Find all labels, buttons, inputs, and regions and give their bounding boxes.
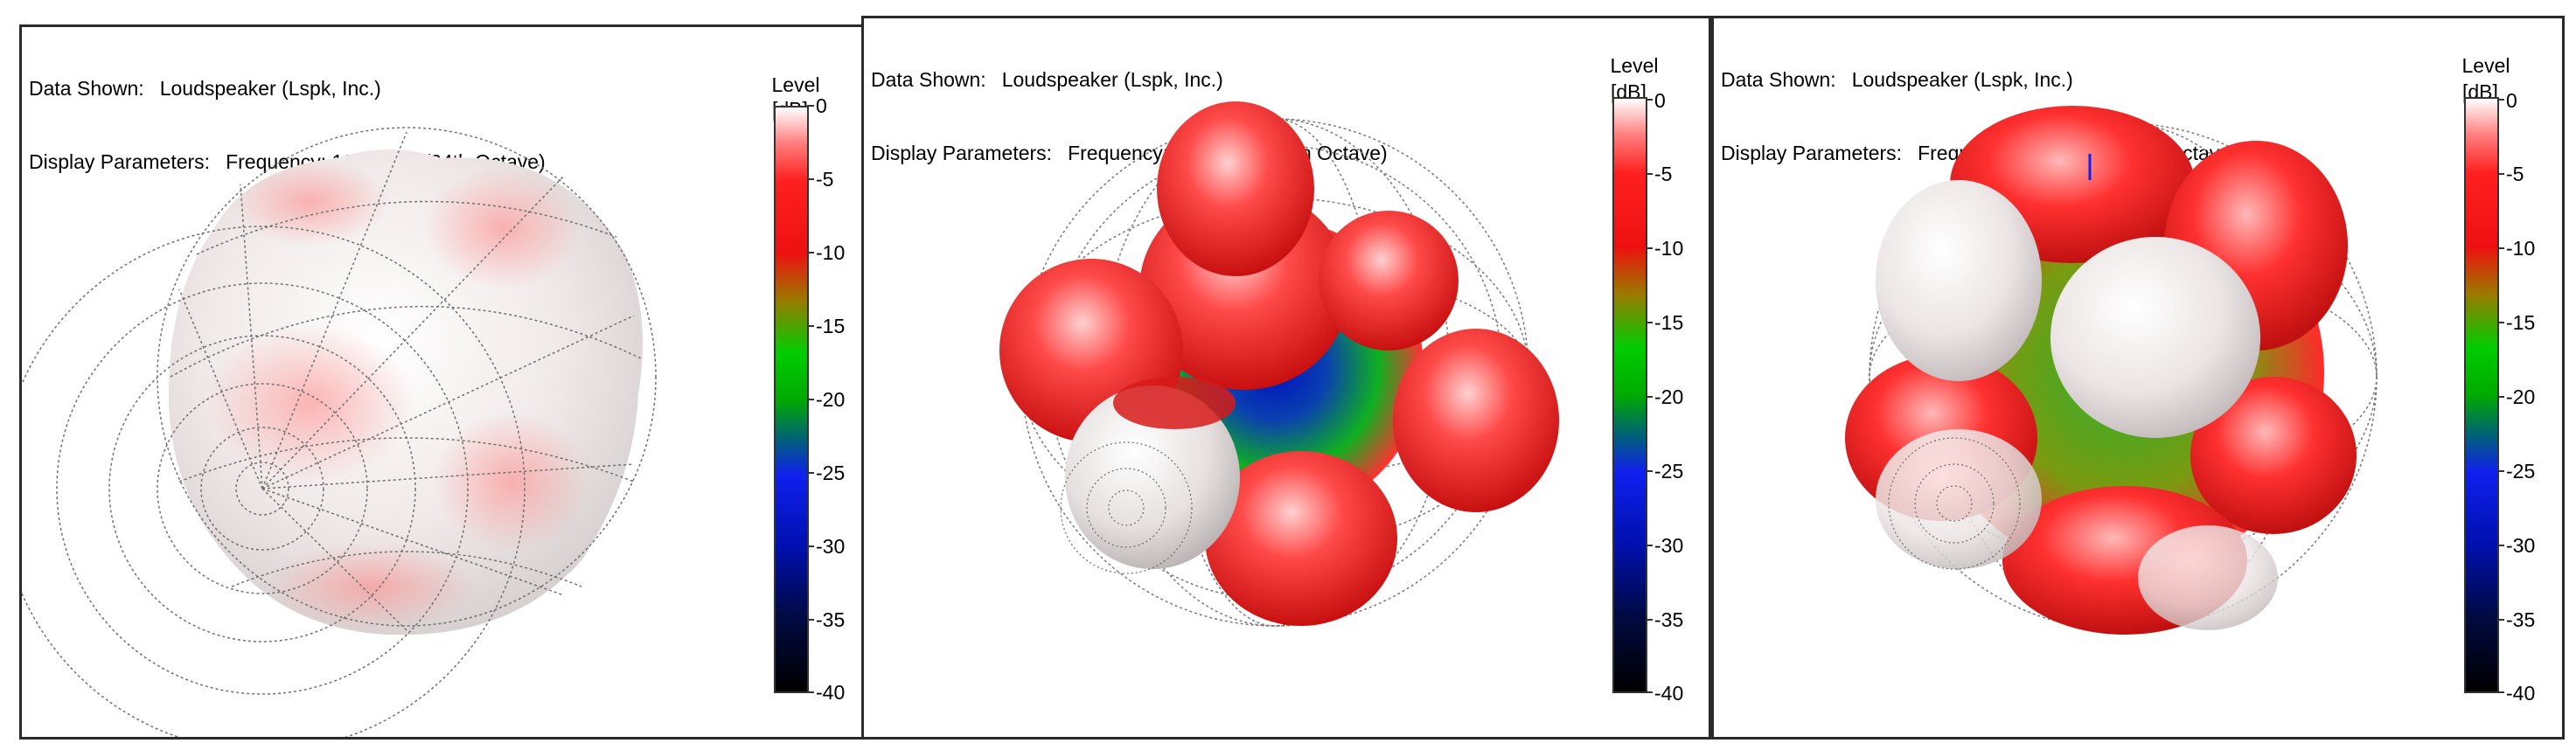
balloon-plot-panel-3[interactable]: Data Shown: Loudspeaker (Lspk, Inc.) Disp… <box>1711 16 2565 740</box>
display-params-label: Display Parameters: <box>1721 142 1903 164</box>
lobe-mesh <box>1888 437 2021 570</box>
data-shown-label: Data Shown: <box>29 77 144 100</box>
data-shown-value: Loudspeaker (Lspk, Inc.) <box>159 77 381 100</box>
scale-title: Level <box>2461 54 2510 77</box>
scale-tick: -25 <box>2506 460 2536 483</box>
scale-tick: -40 <box>2506 682 2536 705</box>
scale-tick: -15 <box>816 315 846 337</box>
scale-tick: 0 <box>816 94 827 117</box>
data-shown-label: Data Shown: <box>1721 68 1836 91</box>
scale-tick: -15 <box>1654 311 1684 334</box>
balloon-3d-view[interactable] <box>1714 18 2565 740</box>
wireframe-grid <box>22 127 657 737</box>
surface-tint-patches <box>205 158 590 630</box>
display-params-label: Display Parameters: <box>871 142 1053 164</box>
data-shown-value: Loudspeaker (Lspk, Inc.) <box>1001 68 1223 91</box>
data-shown-label: Data Shown: <box>871 68 986 91</box>
balloon-lobes <box>1845 106 2357 635</box>
scale-tick: -30 <box>2506 534 2536 557</box>
scale-tick: -40 <box>1654 682 1684 705</box>
balloon-plot-panel-1[interactable]: Data Shown: Loudspeaker (Lspk, Inc.) Disp… <box>19 24 866 740</box>
scale-title: Level <box>771 73 820 96</box>
scale-tick: -30 <box>1654 534 1684 557</box>
scale-tick: -20 <box>2506 385 2536 408</box>
scale-tick: -15 <box>2506 311 2536 334</box>
scale-tick: -5 <box>816 168 834 191</box>
scale-tick: -25 <box>816 462 846 484</box>
balloon-plot-panel-2[interactable]: Data Shown: Loudspeaker (Lspk, Inc.) Disp… <box>861 16 1711 740</box>
scale-tick: 0 <box>2506 89 2517 112</box>
display-params-label: Display Parameters: <box>29 150 211 173</box>
data-shown-value: Loudspeaker (Lspk, Inc.) <box>1851 68 2073 91</box>
scale-tick: -5 <box>1654 163 1673 185</box>
level-color-scale <box>1612 97 1647 693</box>
level-color-scale <box>774 106 809 693</box>
scale-tick: -35 <box>2506 608 2536 631</box>
scale-tick: -20 <box>816 388 846 411</box>
balloon-lobes <box>999 101 1559 626</box>
scale-tick: 0 <box>1654 89 1666 112</box>
balloon-3d-view[interactable] <box>22 27 866 740</box>
scale-tick: -25 <box>1654 460 1684 483</box>
scale-tick: -35 <box>1654 608 1684 631</box>
scale-title: Level <box>1610 54 1659 77</box>
scale-tick: -5 <box>2506 163 2524 185</box>
lobe-mesh <box>1060 441 1193 574</box>
scale-tick: -40 <box>816 681 846 704</box>
level-color-scale <box>2464 97 2499 693</box>
scale-tick: -35 <box>816 608 846 631</box>
scale-tick: -10 <box>816 241 846 264</box>
scale-tick: -30 <box>816 535 846 558</box>
scale-tick: -10 <box>2506 237 2536 260</box>
scale-tick: -20 <box>1654 385 1684 408</box>
scale-tick: -10 <box>1654 237 1684 260</box>
balloon-3d-view[interactable] <box>864 18 1711 740</box>
